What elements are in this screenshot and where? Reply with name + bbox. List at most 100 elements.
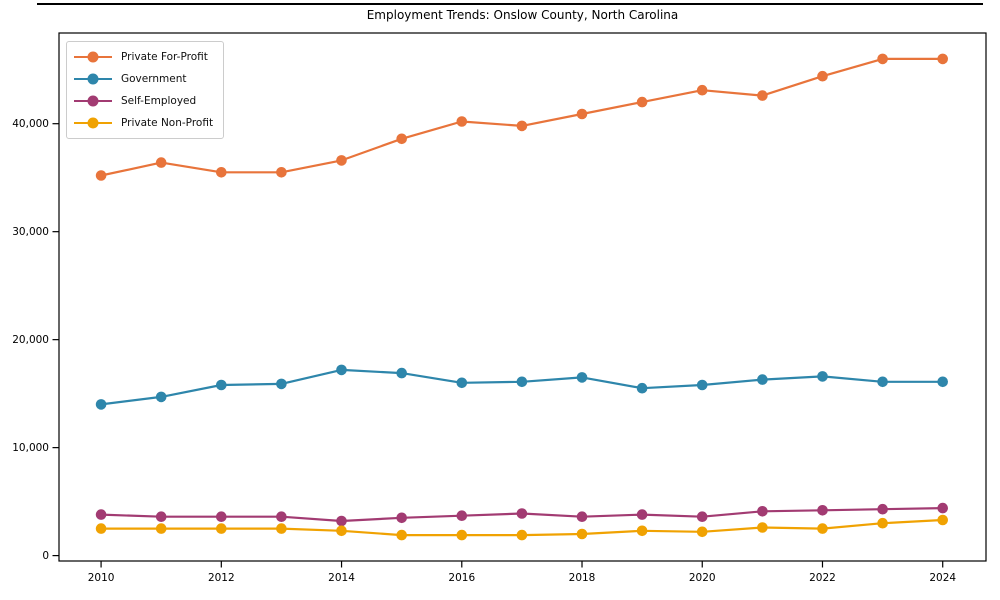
data-point-marker xyxy=(636,509,648,520)
data-point-marker xyxy=(216,511,227,522)
x-axis-ticks: 2010 2012 2014 2016 2018 2020 2022 2024 xyxy=(88,561,956,584)
data-point-marker xyxy=(696,84,708,96)
data-point-marker xyxy=(877,517,888,529)
data-point-marker xyxy=(817,371,828,382)
data-point-marker xyxy=(336,525,347,537)
data-point-marker xyxy=(516,376,528,388)
legend-dot-private-for-profit xyxy=(87,51,99,63)
data-point-marker xyxy=(636,96,648,108)
data-point-marker xyxy=(636,382,648,394)
data-point-marker xyxy=(396,529,408,541)
data-point-marker xyxy=(95,509,107,520)
chart-title: Employment Trends: Onslow County, North … xyxy=(366,8,679,22)
series-line-private-for-profit xyxy=(99,57,944,177)
legend-marker-private-non-profit xyxy=(74,117,112,129)
legend-item-private-non-profit: Private Non-Profit xyxy=(74,112,213,134)
data-point-marker xyxy=(636,525,648,537)
legend-dot-government xyxy=(87,73,99,85)
y-axis-ticks: 0 10,000 20,000 30,000 40,000 xyxy=(12,118,59,562)
data-point-marker xyxy=(576,511,588,522)
data-point-marker xyxy=(155,391,167,403)
data-point-marker xyxy=(696,379,708,391)
data-point-marker xyxy=(276,523,287,534)
axes-spines xyxy=(58,32,987,562)
legend-marker-self-employed xyxy=(74,95,112,107)
legend: Private For-Profit Government Self-Employe… xyxy=(66,41,225,139)
data-point-marker xyxy=(937,502,948,514)
data-point-marker xyxy=(576,372,588,383)
data-point-marker xyxy=(817,523,828,534)
data-point-marker xyxy=(877,376,888,388)
x-tick-label: 2016 xyxy=(448,572,475,584)
legend-item-government: Government xyxy=(74,68,213,90)
y-tick-label: 10,000 xyxy=(12,442,49,454)
data-point-marker xyxy=(336,155,347,166)
legend-dot-self-employed xyxy=(87,95,99,107)
data-point-marker xyxy=(336,515,347,527)
x-tick-label: 2024 xyxy=(929,572,956,584)
data-point-marker xyxy=(396,133,408,145)
series-private-non-profit xyxy=(95,514,948,541)
data-point-marker xyxy=(276,167,287,178)
data-point-marker xyxy=(757,506,768,517)
data-point-marker xyxy=(877,53,888,65)
data-point-marker xyxy=(216,523,227,534)
data-point-marker xyxy=(757,374,768,385)
y-tick-label: 40,000 xyxy=(12,118,49,130)
data-point-marker xyxy=(456,529,468,541)
y-tick-label: 20,000 xyxy=(12,334,49,346)
legend-label-self-employed: Self-Employed xyxy=(121,95,197,107)
series-private-for-profit xyxy=(95,53,948,181)
data-point-marker xyxy=(276,378,287,390)
data-point-marker xyxy=(95,523,107,534)
data-point-marker xyxy=(757,522,768,533)
x-tick-label: 2022 xyxy=(809,572,836,584)
data-point-marker xyxy=(937,53,948,65)
data-point-marker xyxy=(396,367,408,379)
data-point-marker xyxy=(576,528,588,540)
data-point-marker xyxy=(155,157,167,168)
data-point-marker xyxy=(757,90,768,101)
series-government xyxy=(95,364,948,410)
x-tick-label: 2018 xyxy=(569,572,596,584)
data-point-marker xyxy=(817,505,828,516)
legend-label-private-for-profit: Private For-Profit xyxy=(121,51,208,63)
x-tick-label: 2020 xyxy=(689,572,716,584)
data-point-marker xyxy=(95,170,107,181)
data-point-marker xyxy=(516,508,528,519)
y-tick-label: 0 xyxy=(42,550,49,562)
series-line-government xyxy=(99,368,944,406)
data-point-marker xyxy=(155,511,167,522)
data-point-marker xyxy=(937,514,948,526)
data-point-marker xyxy=(456,116,468,127)
data-point-marker xyxy=(155,523,167,534)
legend-dot-private-non-profit xyxy=(87,117,99,129)
data-point-marker xyxy=(696,526,708,538)
data-point-marker xyxy=(516,529,528,541)
legend-item-private-for-profit: Private For-Profit xyxy=(74,46,213,68)
figure-top-border-line xyxy=(37,3,983,5)
data-point-marker xyxy=(456,377,468,389)
data-point-marker xyxy=(216,167,227,178)
legend-item-self-employed: Self-Employed xyxy=(74,90,213,112)
legend-label-government: Government xyxy=(121,73,187,85)
series-self-employed xyxy=(95,502,948,527)
data-point-marker xyxy=(216,379,227,391)
legend-marker-private-for-profit xyxy=(74,51,112,63)
x-tick-label: 2012 xyxy=(208,572,235,584)
data-point-marker xyxy=(276,511,287,522)
y-tick-label: 30,000 xyxy=(12,226,49,238)
data-point-marker xyxy=(516,120,528,132)
data-point-marker xyxy=(336,364,347,376)
legend-label-private-non-profit: Private Non-Profit xyxy=(121,117,214,129)
data-point-marker xyxy=(877,503,888,515)
x-tick-label: 2014 xyxy=(328,572,355,584)
data-point-marker xyxy=(937,376,948,388)
data-point-marker xyxy=(817,70,828,82)
data-point-marker xyxy=(696,511,708,522)
data-point-marker xyxy=(396,512,408,524)
x-tick-label: 2010 xyxy=(88,572,115,584)
data-point-marker xyxy=(95,399,107,410)
